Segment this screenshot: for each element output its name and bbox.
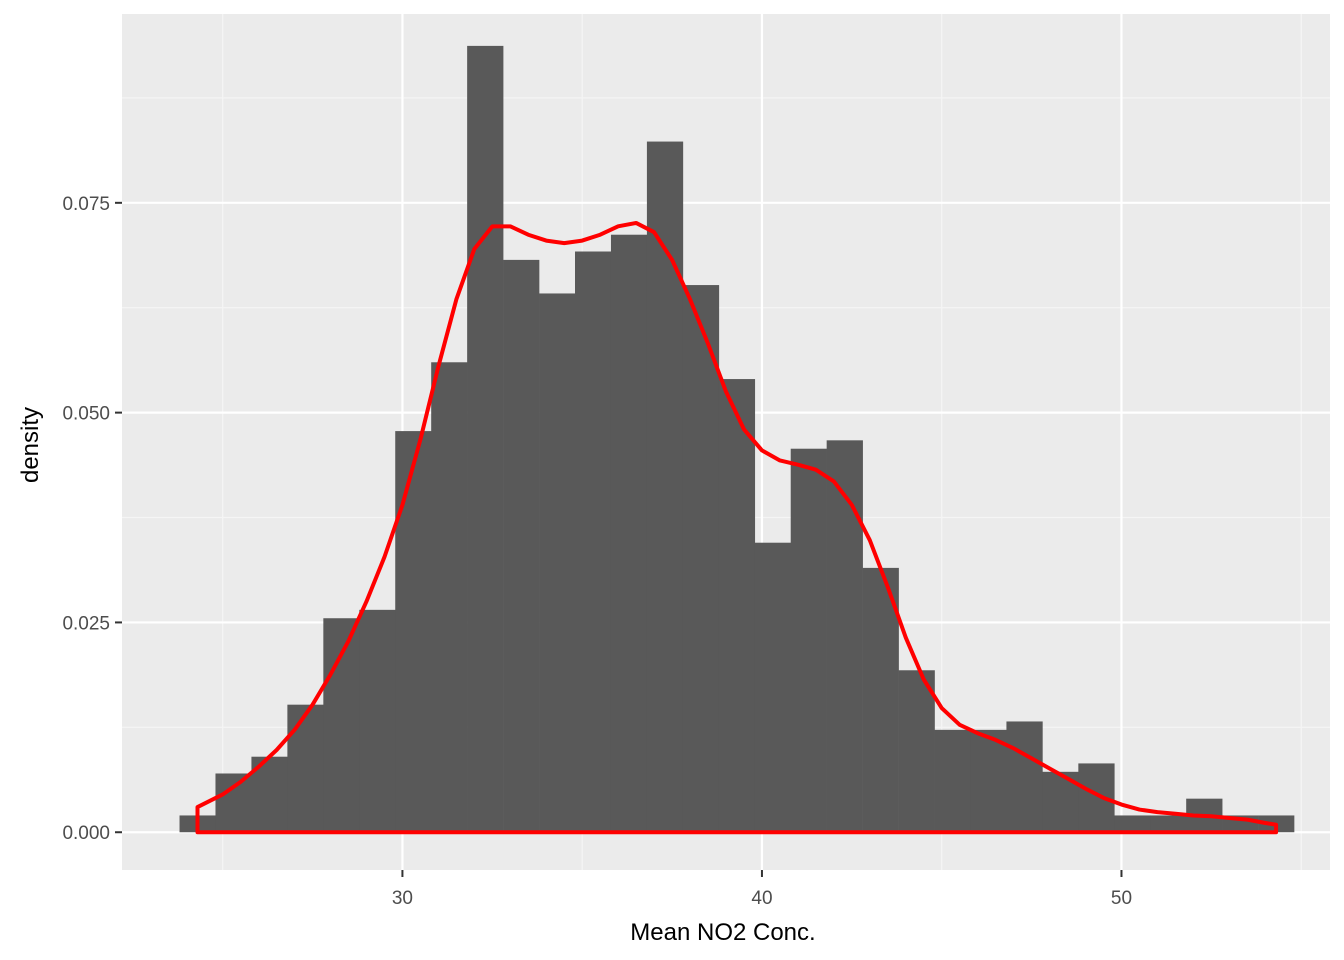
- histogram-bar: [754, 542, 792, 833]
- histogram-bar: [575, 251, 612, 833]
- histogram-bar: [539, 293, 576, 833]
- histogram-bar: [646, 141, 684, 833]
- histogram-bar: [503, 259, 540, 833]
- y-tick-label: 0.050: [62, 404, 110, 425]
- histogram-bar: [431, 362, 468, 833]
- histogram-bar: [682, 285, 720, 833]
- histogram-bar: [359, 609, 396, 833]
- histogram-bar: [718, 379, 756, 833]
- histogram-bar: [934, 729, 971, 833]
- density-layer: [195, 220, 1279, 835]
- histogram-bar: [610, 234, 648, 833]
- histogram-bar: [790, 448, 827, 833]
- density-curve: [195, 220, 1279, 835]
- y-tick-label: 0.075: [62, 194, 110, 215]
- y-tick-label: 0.000: [62, 823, 110, 844]
- x-tick-label: 30: [392, 888, 413, 909]
- histogram-bar: [395, 431, 432, 833]
- histogram-bar: [862, 567, 899, 833]
- y-tick-label: 0.025: [62, 613, 110, 634]
- x-axis-title: Mean NO2 Conc.: [630, 919, 815, 946]
- histogram-bar: [898, 670, 935, 833]
- y-axis-title: density: [17, 407, 44, 483]
- histogram-bar: [970, 729, 1007, 833]
- histogram-bar: [1006, 721, 1043, 833]
- x-tick-label: 50: [1111, 888, 1132, 909]
- histogram-bar: [467, 45, 504, 833]
- y-axis: 0.000 0.025 0.050 0.075: [62, 194, 122, 844]
- x-tick-label: 40: [751, 888, 772, 909]
- x-axis: 30 40 50: [392, 870, 1132, 909]
- histogram-bar: [287, 704, 324, 833]
- histogram-bar: [1114, 815, 1151, 833]
- histogram-bar: [826, 440, 863, 833]
- histogram-bar: [215, 773, 252, 833]
- histogram-bar: [1150, 815, 1187, 833]
